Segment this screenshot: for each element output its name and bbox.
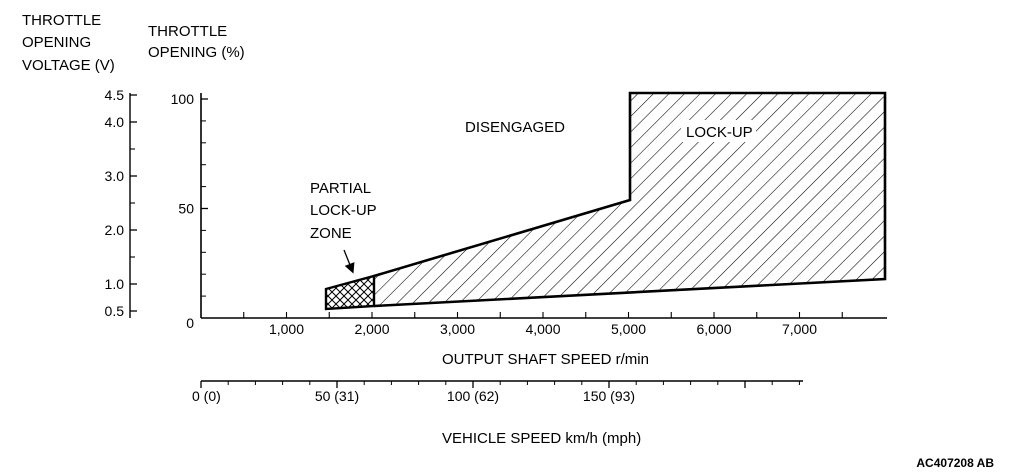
- voltage-tick-label: 4.5: [105, 87, 125, 103]
- lockup-label-background: [681, 120, 756, 142]
- shaft-ticks: 1,000 2,000 3,000 4,000 5,000 6,000 7,000: [243, 312, 843, 337]
- voltage-axis-title-line-3: VOLTAGE (V): [22, 57, 115, 74]
- voltage-ticks: 4.5 4.0 3.0 2.0 1.0 0.5: [105, 87, 137, 319]
- shaft-tick-label: 1,000: [269, 321, 304, 337]
- shaft-tick-label: 7,000: [782, 321, 817, 337]
- opening-tick-label: 0: [186, 315, 194, 331]
- opening-tick-label: 50: [178, 201, 194, 217]
- shaft-tick-label: 6,000: [696, 321, 731, 337]
- partial-zone-label-line-2: LOCK-UP: [310, 202, 377, 219]
- vehicle-tick-label: 150 (93): [583, 388, 635, 404]
- shaft-tick-label: 4,000: [525, 321, 560, 337]
- disengaged-label: DISENGAGED: [465, 119, 565, 136]
- lockup-region: [374, 93, 885, 306]
- voltage-axis-title-line-2: OPENING: [22, 34, 91, 51]
- shaft-axis-title: OUTPUT SHAFT SPEED r/min: [442, 351, 649, 368]
- voltage-tick-label: 0.5: [105, 303, 125, 319]
- opening-axis-title-line-2: OPENING (%): [148, 44, 245, 61]
- opening-ticks: 100 50 0: [171, 91, 208, 331]
- partial-zone-arrow: [343, 249, 355, 274]
- voltage-tick-label: 2.0: [105, 222, 125, 238]
- opening-axis-title-line-1: THROTTLE: [148, 23, 227, 40]
- shaft-tick-label: 2,000: [354, 321, 389, 337]
- vehicle-tick-label: 100 (62): [447, 388, 499, 404]
- partial-lockup-region: [324, 274, 376, 311]
- lockup-label: LOCK-UP: [686, 124, 753, 141]
- opening-tick-label: 100: [171, 91, 195, 107]
- vehicle-tick-label: 50 (31): [315, 388, 359, 404]
- voltage-tick-label: 3.0: [105, 168, 125, 184]
- shaft-tick-label: 3,000: [440, 321, 475, 337]
- vehicle-tick-label: 0 (0): [192, 388, 221, 404]
- voltage-tick-label: 4.0: [105, 114, 125, 130]
- lockup-region-outline: [373, 91, 887, 308]
- shaft-tick-label: 5,000: [611, 321, 646, 337]
- voltage-tick-label: 1.0: [105, 276, 125, 292]
- voltage-axis-title-line-1: THROTTLE: [22, 12, 101, 29]
- figure-code: AC407208 AB: [916, 456, 994, 470]
- partial-zone-label-line-3: ZONE: [310, 225, 352, 242]
- partial-zone-label-line-1: PARTIAL: [310, 180, 371, 197]
- vehicle-axis-title: VEHICLE SPEED km/h (mph): [442, 430, 641, 447]
- vehicle-ticks: 0 (0) 50 (31) 100 (62) 150 (93): [192, 381, 800, 404]
